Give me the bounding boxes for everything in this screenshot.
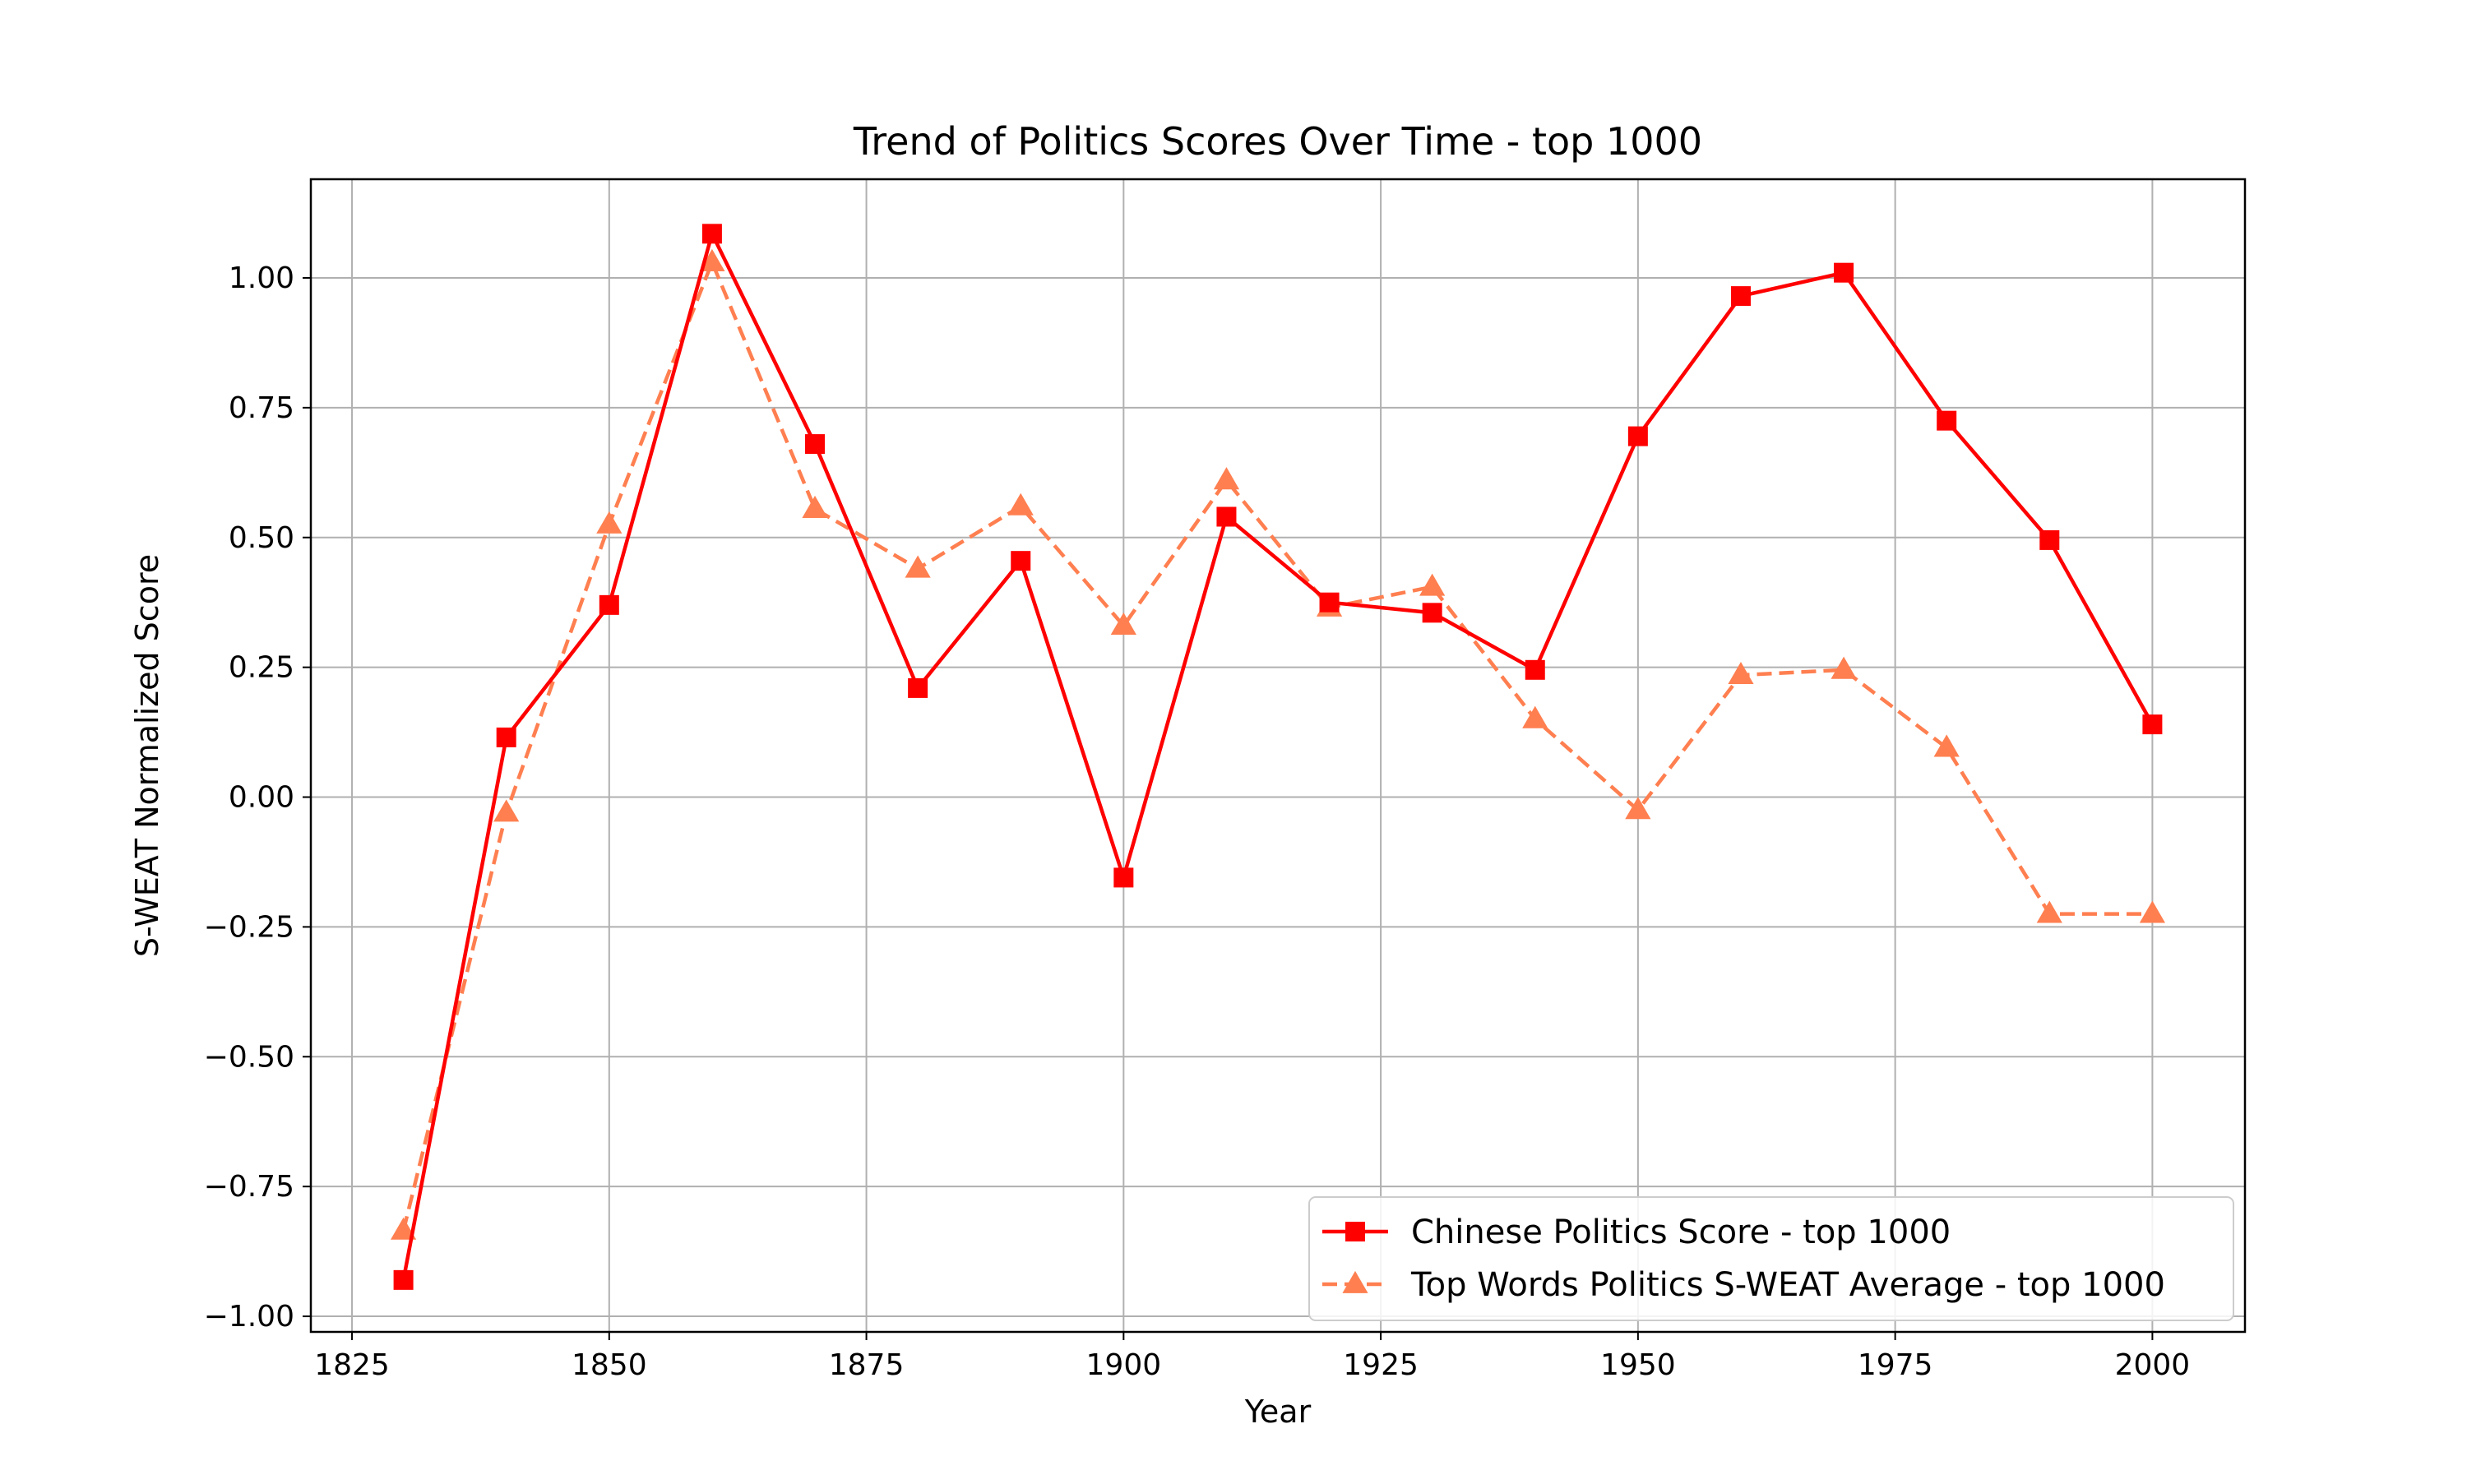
- data-point: [393, 1269, 414, 1290]
- x-tick-label: 1875: [829, 1348, 905, 1382]
- data-point: [1627, 426, 1648, 446]
- legend-marker: [1345, 1222, 1365, 1241]
- y-tick-label: 0.25: [229, 651, 294, 685]
- data-point: [905, 555, 931, 578]
- data-point: [1213, 467, 1240, 490]
- data-point: [1113, 867, 1134, 888]
- x-tick-label: 1950: [1600, 1348, 1676, 1382]
- x-tick-label: 1825: [314, 1348, 390, 1382]
- chart-title: Trend of Politics Scores Over Time - top…: [853, 119, 1702, 164]
- x-tick-label: 1925: [1343, 1348, 1419, 1382]
- data-point: [701, 224, 722, 244]
- y-tick-label: −0.75: [204, 1170, 294, 1204]
- series-line: [401, 232, 2155, 1281]
- data-point: [1216, 506, 1237, 527]
- data-point: [1419, 573, 1446, 596]
- series-line: [401, 260, 2153, 1232]
- data-point: [493, 799, 520, 822]
- data-point: [908, 677, 928, 698]
- data-point: [1937, 410, 1957, 431]
- legend-label: Chinese Politics Score - top 1000: [1411, 1214, 1951, 1251]
- data-point: [802, 495, 828, 518]
- data-point: [1730, 286, 1751, 307]
- y-tick-label: 1.00: [229, 261, 294, 295]
- data-point: [1007, 492, 1034, 515]
- grid: [311, 179, 2245, 1332]
- data-point: [2036, 900, 2062, 923]
- data-point: [2139, 900, 2166, 923]
- data-point: [1933, 734, 1960, 757]
- legend-item: Top Words Politics S-WEAT Average - top …: [1322, 1266, 2165, 1304]
- x-axis-label: Year: [1244, 1394, 1312, 1430]
- data-point: [596, 511, 623, 534]
- data-point: [599, 594, 619, 615]
- y-tick-label: 0.75: [229, 391, 294, 425]
- legend-label: Top Words Politics S-WEAT Average - top …: [1410, 1266, 2165, 1304]
- y-tick-label: 0.50: [229, 521, 294, 555]
- data-point: [805, 434, 826, 455]
- data-point: [1728, 661, 1754, 685]
- y-tick-label: −1.00: [204, 1300, 294, 1334]
- legend-item: Chinese Politics Score - top 1000: [1322, 1214, 1951, 1251]
- data-point: [1319, 592, 1340, 613]
- x-tick-label: 2000: [2115, 1348, 2191, 1382]
- data-point: [1110, 612, 1136, 636]
- y-tick-label: 0.00: [229, 781, 294, 815]
- data-point: [2039, 529, 2060, 550]
- data-point: [1625, 797, 1651, 820]
- legend-marker: [1342, 1270, 1368, 1293]
- data-point: [1525, 659, 1545, 680]
- legend-box: [1308, 1196, 2234, 1321]
- data-point: [699, 248, 725, 271]
- axis-ticks: 1825 1850 1875 1900 1925 1950 1975 2000 −1.00 −0.…: [204, 261, 2191, 1382]
- x-tick-label: 1975: [1858, 1348, 1933, 1382]
- x-tick-label: 1850: [572, 1348, 647, 1382]
- data-point: [1422, 603, 1442, 623]
- y-tick-label: −0.25: [204, 910, 294, 944]
- plot-area-frame: [309, 178, 2247, 1334]
- data-point: [1831, 656, 1857, 679]
- x-tick-label: 1900: [1086, 1348, 1162, 1382]
- data-point: [390, 1217, 417, 1240]
- data-point: [2142, 714, 2163, 735]
- legend: Chinese Politics Score - top 1000 Top Wor…: [1308, 1196, 2234, 1321]
- data-point: [1011, 551, 1031, 571]
- data-point: [1522, 705, 1548, 728]
- y-tick-label: −0.50: [204, 1040, 294, 1074]
- series-1: [393, 224, 2163, 1290]
- y-axis-label: S-WEAT Normalized Score: [129, 554, 165, 957]
- series-layer: [390, 224, 2166, 1290]
- data-point: [496, 727, 516, 747]
- data-point: [1834, 262, 1854, 283]
